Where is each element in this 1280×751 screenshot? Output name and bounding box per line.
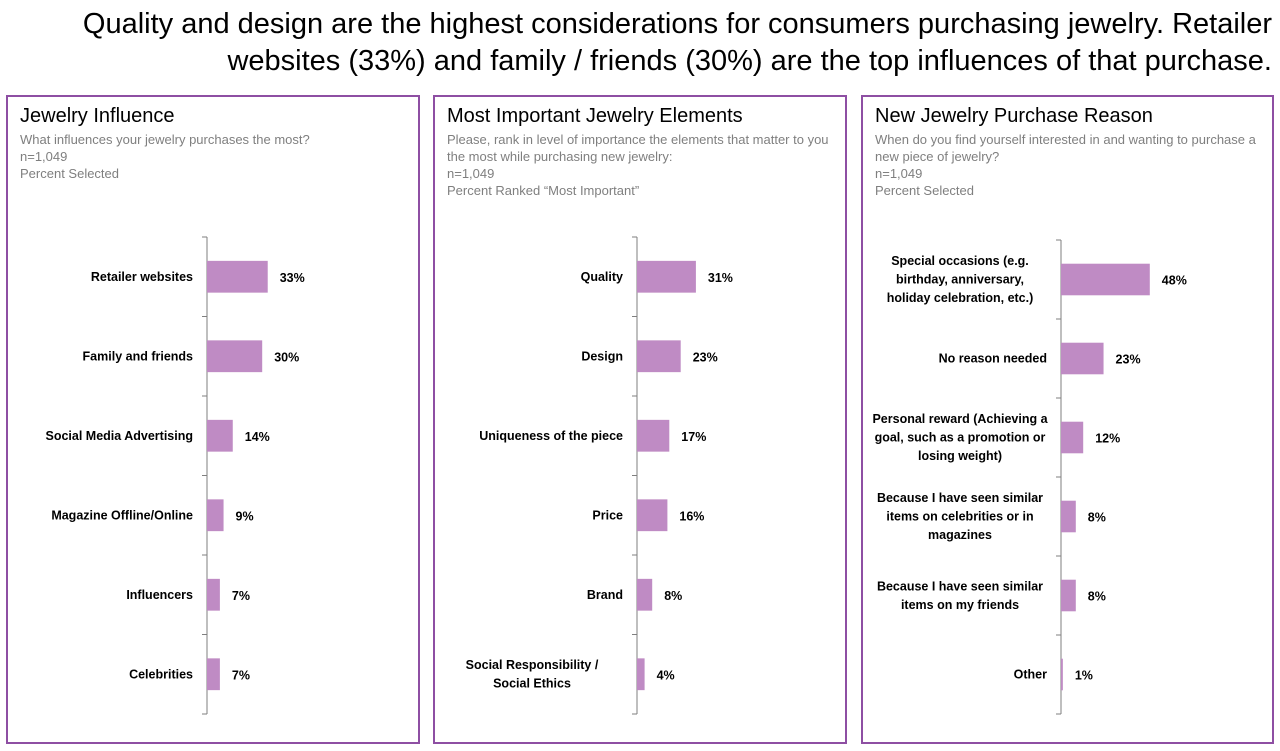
data-label: 7% <box>232 668 250 682</box>
bar <box>637 658 645 691</box>
subtitle-question: When do you find yourself interested in … <box>875 132 1256 164</box>
bar <box>207 499 224 532</box>
category-label: Social Responsibility / Social Ethics <box>466 658 599 691</box>
category-label: Brand <box>587 588 623 602</box>
category-label: No reason needed <box>939 352 1047 366</box>
category-label: Other <box>1014 668 1047 682</box>
data-label: 33% <box>280 271 305 285</box>
panel-jewelry-influence: Jewelry Influence What influences your j… <box>6 95 420 744</box>
bar <box>1061 500 1076 533</box>
data-label: 7% <box>232 589 250 603</box>
data-label: 1% <box>1075 669 1093 683</box>
data-label: 16% <box>679 509 704 523</box>
data-label: 14% <box>245 430 270 444</box>
chart-title: New Jewelry Purchase Reason <box>875 105 1153 127</box>
category-label: Because I have seen similar items on cele… <box>877 491 1043 542</box>
subtitle-measure: Percent Selected <box>875 183 975 198</box>
bar <box>207 419 233 452</box>
bar <box>637 578 653 611</box>
category-label: Influencers <box>126 588 193 602</box>
data-label: 4% <box>657 668 675 682</box>
panel-purchase-reason: New Jewelry Purchase Reason When do you … <box>861 95 1274 744</box>
bar-chart: 33% Retailer websites 30% Family and friend… <box>46 236 305 715</box>
data-label: 8% <box>1088 511 1106 525</box>
bar <box>1061 421 1084 454</box>
data-label: 30% <box>274 350 299 364</box>
bar <box>207 578 220 611</box>
bar-chart: 31% Quality 23% Design 17% Uniqueness of the … <box>466 236 733 715</box>
category-label: Magazine Offline/Online <box>51 508 193 522</box>
bar <box>637 340 681 373</box>
category-label: Celebrities <box>129 667 193 681</box>
panel-important-elements: Most Important Jewelry Elements Please, … <box>433 95 847 744</box>
subtitle-sample-size: n=1,049 <box>875 166 923 181</box>
chart-subtitle: When do you find yourself interested in … <box>875 131 1260 199</box>
subtitle-question: What influences your jewelry purchases t… <box>20 132 310 147</box>
data-label: 17% <box>681 430 706 444</box>
bar <box>1061 263 1150 296</box>
category-label: Personal reward (Achieving a goal, such a… <box>872 412 1048 463</box>
data-label: 23% <box>1116 353 1141 367</box>
data-label: 12% <box>1095 432 1120 446</box>
category-label: Uniqueness of the piece <box>479 429 623 443</box>
data-label: 48% <box>1162 274 1187 288</box>
bar <box>1061 342 1104 375</box>
subtitle-measure: Percent Ranked “Most Important” <box>447 183 640 198</box>
chart-title: Most Important Jewelry Elements <box>447 105 743 127</box>
category-label: Because I have seen similar items on my f… <box>877 579 1043 612</box>
subtitle-sample-size: n=1,049 <box>447 166 495 181</box>
bar <box>637 260 696 293</box>
category-label: Retailer websites <box>91 270 193 284</box>
category-label: Quality <box>581 270 623 284</box>
subtitle-question: Please, rank in level of importance the … <box>447 132 829 164</box>
bar <box>207 658 220 691</box>
bar <box>1061 658 1063 691</box>
data-label: 8% <box>1088 590 1106 604</box>
subtitle-sample-size: n=1,049 <box>20 149 68 164</box>
bar <box>637 419 670 452</box>
category-label: Special occasions (e.g. birthday, anniver… <box>887 254 1034 305</box>
category-label: Social Media Advertising <box>46 429 194 443</box>
headline: Quality and design are the highest consi… <box>82 8 1272 77</box>
data-label: 9% <box>236 509 254 523</box>
chart-subtitle: What influences your jewelry purchases t… <box>20 131 405 182</box>
category-label: Design <box>581 349 623 363</box>
bar <box>637 499 668 532</box>
bar <box>207 260 268 293</box>
data-label: 23% <box>693 350 718 364</box>
data-label: 31% <box>708 271 733 285</box>
bar <box>207 340 263 373</box>
bar-chart: 48% Special occasions (e.g. birthday, anni… <box>872 239 1187 715</box>
category-label: Price <box>592 508 623 522</box>
data-label: 8% <box>664 589 682 603</box>
bar <box>1061 579 1076 612</box>
chart-subtitle: Please, rank in level of importance the … <box>447 131 832 199</box>
subtitle-measure: Percent Selected <box>20 166 120 181</box>
chart-title: Jewelry Influence <box>20 105 175 127</box>
category-label: Family and friends <box>83 349 193 363</box>
